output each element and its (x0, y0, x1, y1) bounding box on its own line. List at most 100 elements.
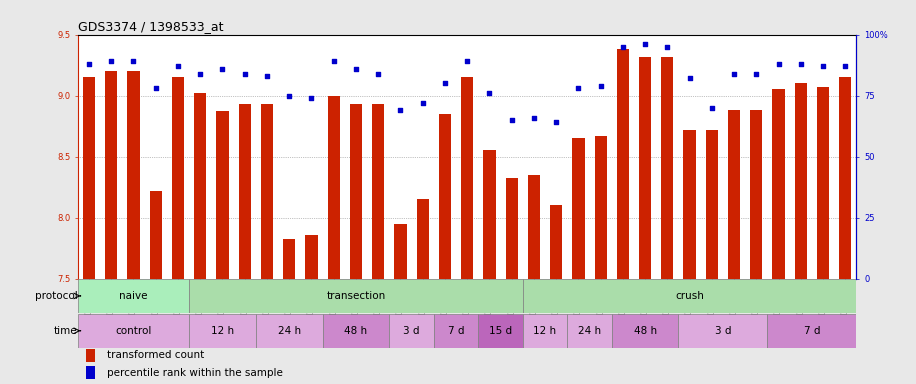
Bar (82, 77, 95, 278)
Point (170, 63, 185, 70)
Point (438, 80, 453, 86)
Text: 7 d: 7 d (803, 326, 820, 336)
Point (482, 90, 496, 96)
Point (549, 119, 563, 126)
Bar (238, 104, 251, 278)
Point (793, 61, 808, 67)
Bar (528, 175, 540, 278)
Bar (461, 77, 474, 278)
Point (126, 58, 141, 65)
Bar (750, 110, 762, 278)
Bar (189, 279, 523, 313)
Point (82, 61, 96, 67)
Point (682, 75, 697, 81)
Bar (612, 314, 679, 348)
Point (237, 71, 252, 77)
Bar (78, 279, 189, 313)
Bar (639, 56, 651, 278)
Bar (567, 314, 612, 348)
Bar (189, 314, 256, 348)
Bar (661, 56, 673, 278)
Bar (795, 83, 807, 278)
Point (771, 61, 786, 67)
Bar (261, 104, 273, 278)
Bar (86, 366, 95, 379)
Point (415, 100, 430, 106)
Text: 24 h: 24 h (578, 326, 601, 336)
Text: 12 h: 12 h (211, 326, 234, 336)
Point (460, 58, 474, 65)
Bar (256, 314, 322, 348)
Bar (679, 314, 768, 348)
Text: 3 d: 3 d (714, 326, 731, 336)
Point (349, 66, 364, 72)
Point (304, 95, 319, 101)
Bar (506, 179, 518, 278)
Text: time: time (54, 326, 78, 336)
Text: crush: crush (675, 291, 704, 301)
Text: naive: naive (119, 291, 147, 301)
Bar (305, 235, 318, 278)
Bar (439, 114, 451, 278)
Bar (523, 279, 856, 313)
Bar (705, 130, 718, 278)
Text: protocol: protocol (35, 291, 78, 301)
Text: 15 d: 15 d (489, 326, 512, 336)
Point (594, 83, 608, 89)
Text: 48 h: 48 h (344, 326, 367, 336)
Text: transection: transection (326, 291, 386, 301)
Point (259, 73, 274, 79)
Bar (594, 136, 606, 278)
Point (505, 117, 519, 123)
Bar (328, 96, 340, 278)
Point (616, 44, 630, 50)
Bar (216, 111, 229, 278)
Bar (817, 87, 829, 278)
Point (326, 58, 341, 65)
Point (638, 41, 652, 47)
Text: 7 d: 7 d (448, 326, 464, 336)
Bar (417, 199, 429, 278)
Bar (372, 104, 385, 278)
Point (104, 58, 118, 65)
Text: transformed count: transformed count (106, 350, 204, 360)
Text: percentile rank within the sample: percentile rank within the sample (106, 368, 282, 378)
Point (193, 71, 208, 77)
Point (726, 71, 741, 77)
Bar (523, 314, 567, 348)
Point (749, 71, 764, 77)
Bar (389, 314, 434, 348)
Point (660, 44, 675, 50)
Text: 24 h: 24 h (278, 326, 300, 336)
Bar (683, 130, 696, 278)
Text: 48 h: 48 h (634, 326, 657, 336)
Bar (322, 314, 389, 348)
Text: 3 d: 3 d (403, 326, 420, 336)
Point (571, 85, 585, 91)
Text: GDS3374 / 1398533_at: GDS3374 / 1398533_at (78, 20, 224, 33)
Bar (772, 89, 785, 278)
Point (148, 85, 163, 91)
Bar (728, 110, 740, 278)
Bar (86, 349, 95, 362)
Bar (394, 223, 407, 278)
Bar (768, 314, 856, 348)
Point (215, 66, 230, 72)
Point (527, 114, 541, 121)
Point (816, 63, 831, 70)
Bar (283, 240, 295, 278)
Point (393, 107, 408, 113)
Point (371, 71, 386, 77)
Bar (127, 71, 139, 278)
Bar (78, 314, 189, 348)
Bar (172, 77, 184, 278)
Bar (194, 93, 206, 278)
Text: 12 h: 12 h (533, 326, 557, 336)
Bar (434, 314, 478, 348)
Bar (550, 205, 562, 278)
Point (704, 105, 719, 111)
Point (838, 63, 853, 70)
Bar (616, 49, 629, 278)
Bar (572, 138, 584, 278)
Bar (149, 191, 162, 278)
